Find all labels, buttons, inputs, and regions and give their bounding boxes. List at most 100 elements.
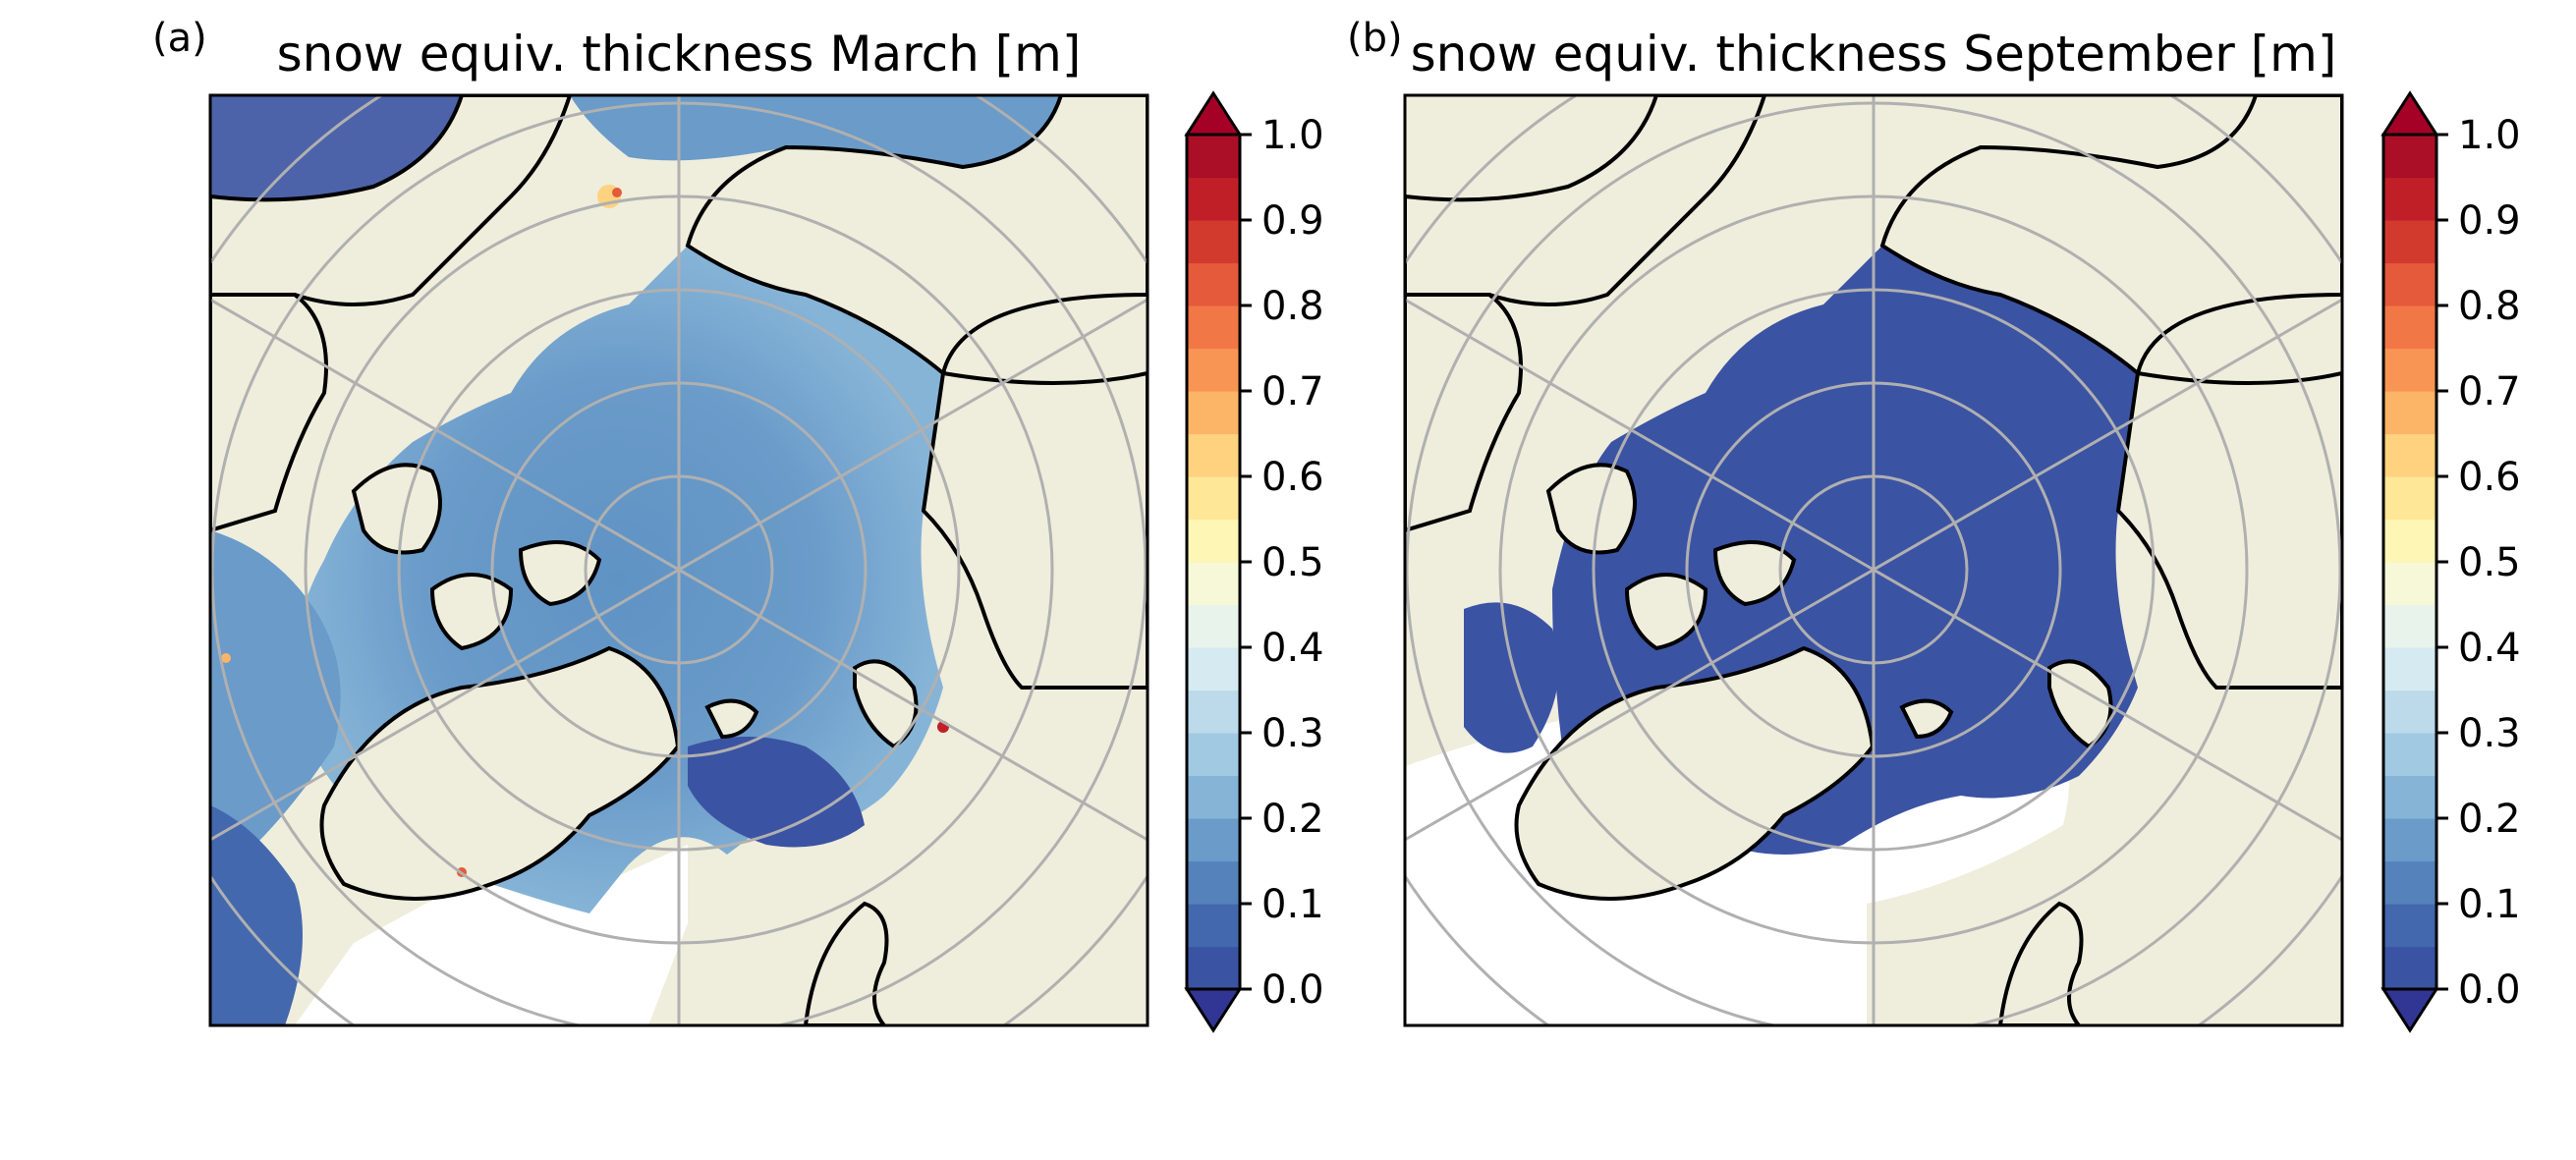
colorbar-tick-label: 0.0 bbox=[2458, 967, 2521, 1013]
colorbar-segment bbox=[1187, 519, 1240, 563]
colorbar-tick-label: 0.7 bbox=[2458, 369, 2521, 414]
panel-a-label: (a) bbox=[152, 16, 207, 61]
thick-snow-spot bbox=[612, 188, 622, 197]
colorbar-segment bbox=[1187, 604, 1240, 648]
colorbar-segment bbox=[2383, 348, 2436, 392]
colorbar-extend-min bbox=[2380, 987, 2439, 1033]
graticule bbox=[1405, 95, 2342, 1025]
canada-land bbox=[1405, 293, 1523, 533]
colorbar-tick-label: 0.6 bbox=[2458, 455, 2521, 500]
colorbar-tick-label: 0.7 bbox=[1261, 369, 1324, 414]
colorbar-segment bbox=[2383, 262, 2436, 306]
panel-b: (b) snow equiv. thickness September [m] bbox=[1347, 16, 2344, 1027]
colorbar-segment bbox=[1187, 135, 1240, 179]
colorbar-tick-label: 0.9 bbox=[2458, 198, 2521, 244]
colorbar-segment bbox=[1187, 690, 1240, 734]
colorbar-segment bbox=[2383, 860, 2436, 905]
colorbar-segment bbox=[2383, 519, 2436, 563]
panel-b-frame bbox=[1403, 93, 2344, 1027]
greenland-land bbox=[1514, 645, 1876, 901]
colorbar-segment bbox=[1187, 305, 1240, 350]
colorbar-segment bbox=[2383, 177, 2436, 221]
colorbar-tick-label: 0.9 bbox=[1261, 198, 1324, 244]
svalbard-land bbox=[704, 698, 759, 740]
colorbar-segment bbox=[2383, 391, 2436, 435]
ellesmere-land bbox=[1712, 540, 1797, 607]
siberia-land bbox=[1879, 95, 2342, 377]
panel-b-title: snow equiv. thickness September [m] bbox=[1411, 26, 2337, 83]
panel-b-label: (b) bbox=[1347, 16, 1403, 61]
colorbar-tick-label: 0.3 bbox=[2458, 711, 2521, 756]
panel-a-title: snow equiv. thickness March [m] bbox=[277, 26, 1082, 83]
colorbar-segment bbox=[2383, 135, 2436, 179]
colorbar-segment bbox=[1187, 946, 1240, 990]
canada-land bbox=[210, 293, 328, 533]
colorbar-segment bbox=[1187, 433, 1240, 477]
colorbar-segment bbox=[2383, 562, 2436, 606]
colorbar-tick-label: 0.2 bbox=[1261, 797, 1324, 842]
canadian-island-1 bbox=[1545, 463, 1637, 555]
colorbar-tick-label: 0.5 bbox=[1261, 540, 1324, 585]
colorbar-segment bbox=[1187, 562, 1240, 606]
colorbar-tick-label: 0.1 bbox=[1261, 882, 1324, 927]
svalbard-land bbox=[1899, 698, 1954, 740]
colorbar-segment bbox=[1187, 904, 1240, 948]
bering-ice bbox=[570, 95, 1061, 167]
colorbar-segment bbox=[2383, 476, 2436, 521]
colorbar-tick-label: 0.3 bbox=[1261, 711, 1324, 756]
colorbar-segment bbox=[2383, 220, 2436, 264]
canadian-island-1 bbox=[351, 463, 442, 555]
panel-b-map bbox=[1405, 95, 2342, 1025]
taymyr-land bbox=[921, 370, 1148, 690]
colorbar-segment bbox=[2383, 775, 2436, 819]
ellesmere-land bbox=[518, 540, 602, 607]
colorbar-tick-label: 0.0 bbox=[1261, 967, 1324, 1013]
colorbar-extend-max bbox=[2380, 90, 2439, 137]
colorbar-segment bbox=[2383, 690, 2436, 734]
colorbar-tick-label: 0.8 bbox=[2458, 284, 2521, 329]
colorbar-segment bbox=[1187, 860, 1240, 905]
siberia-land bbox=[685, 95, 1148, 377]
colorbar-segment bbox=[2383, 647, 2436, 691]
colorbar-segment bbox=[2383, 818, 2436, 862]
scandinavia-land bbox=[803, 901, 889, 1025]
archipelago-ice bbox=[1464, 602, 1559, 753]
colorbar-segment bbox=[2383, 433, 2436, 477]
colorbar-segment bbox=[2383, 946, 2436, 990]
colorbar-segment bbox=[2383, 604, 2436, 648]
greenland-land bbox=[319, 645, 681, 901]
colorbar-segment bbox=[1187, 177, 1240, 221]
colorbar-tick-label: 0.1 bbox=[2458, 882, 2521, 927]
taymyr-land bbox=[2115, 370, 2342, 690]
colorbar-segment bbox=[1187, 262, 1240, 306]
colorbar-tick-label: 0.4 bbox=[2458, 626, 2521, 671]
colorbar-tick-label: 1.0 bbox=[1261, 113, 1324, 158]
colorbar-segment bbox=[2383, 733, 2436, 777]
thick-snow-spot bbox=[221, 653, 231, 663]
colorbar-a: 0.0 0.1 0.2 0.3 0.4 0.5 0.6 0.7 0.8 0.9 1.0 bbox=[1184, 90, 1324, 1033]
colorbar-tick-label: 1.0 bbox=[2458, 113, 2521, 158]
panel-a-map bbox=[210, 95, 1148, 1025]
colorbar-segment bbox=[2383, 904, 2436, 948]
colorbar-segment bbox=[1187, 775, 1240, 819]
colorbar-segment bbox=[1187, 733, 1240, 777]
colorbar-extend-min bbox=[1184, 987, 1243, 1033]
colorbar-segment bbox=[1187, 647, 1240, 691]
colorbar-tick-label: 0.5 bbox=[2458, 540, 2521, 585]
colorbar-tick-label: 0.2 bbox=[2458, 797, 2521, 842]
colorbar-extend-max bbox=[1184, 90, 1243, 137]
scandinavia-land bbox=[1997, 901, 2084, 1025]
colorbar-segment bbox=[1187, 476, 1240, 521]
pacific-ice bbox=[210, 95, 462, 200]
colorbar-segment bbox=[1187, 348, 1240, 392]
colorbar-segment bbox=[1187, 220, 1240, 264]
colorbar-tick-label: 0.6 bbox=[1261, 455, 1324, 500]
colorbar-tick-label: 0.4 bbox=[1261, 626, 1324, 671]
colorbar-tick-label: 0.8 bbox=[1261, 284, 1324, 329]
panel-a: (a) snow equiv. thickness March [m] bbox=[152, 16, 1149, 1027]
colorbar-segment bbox=[1187, 818, 1240, 862]
colorbar-segment bbox=[2383, 305, 2436, 350]
graticule bbox=[210, 95, 1148, 1025]
panel-a-frame bbox=[208, 93, 1149, 1027]
